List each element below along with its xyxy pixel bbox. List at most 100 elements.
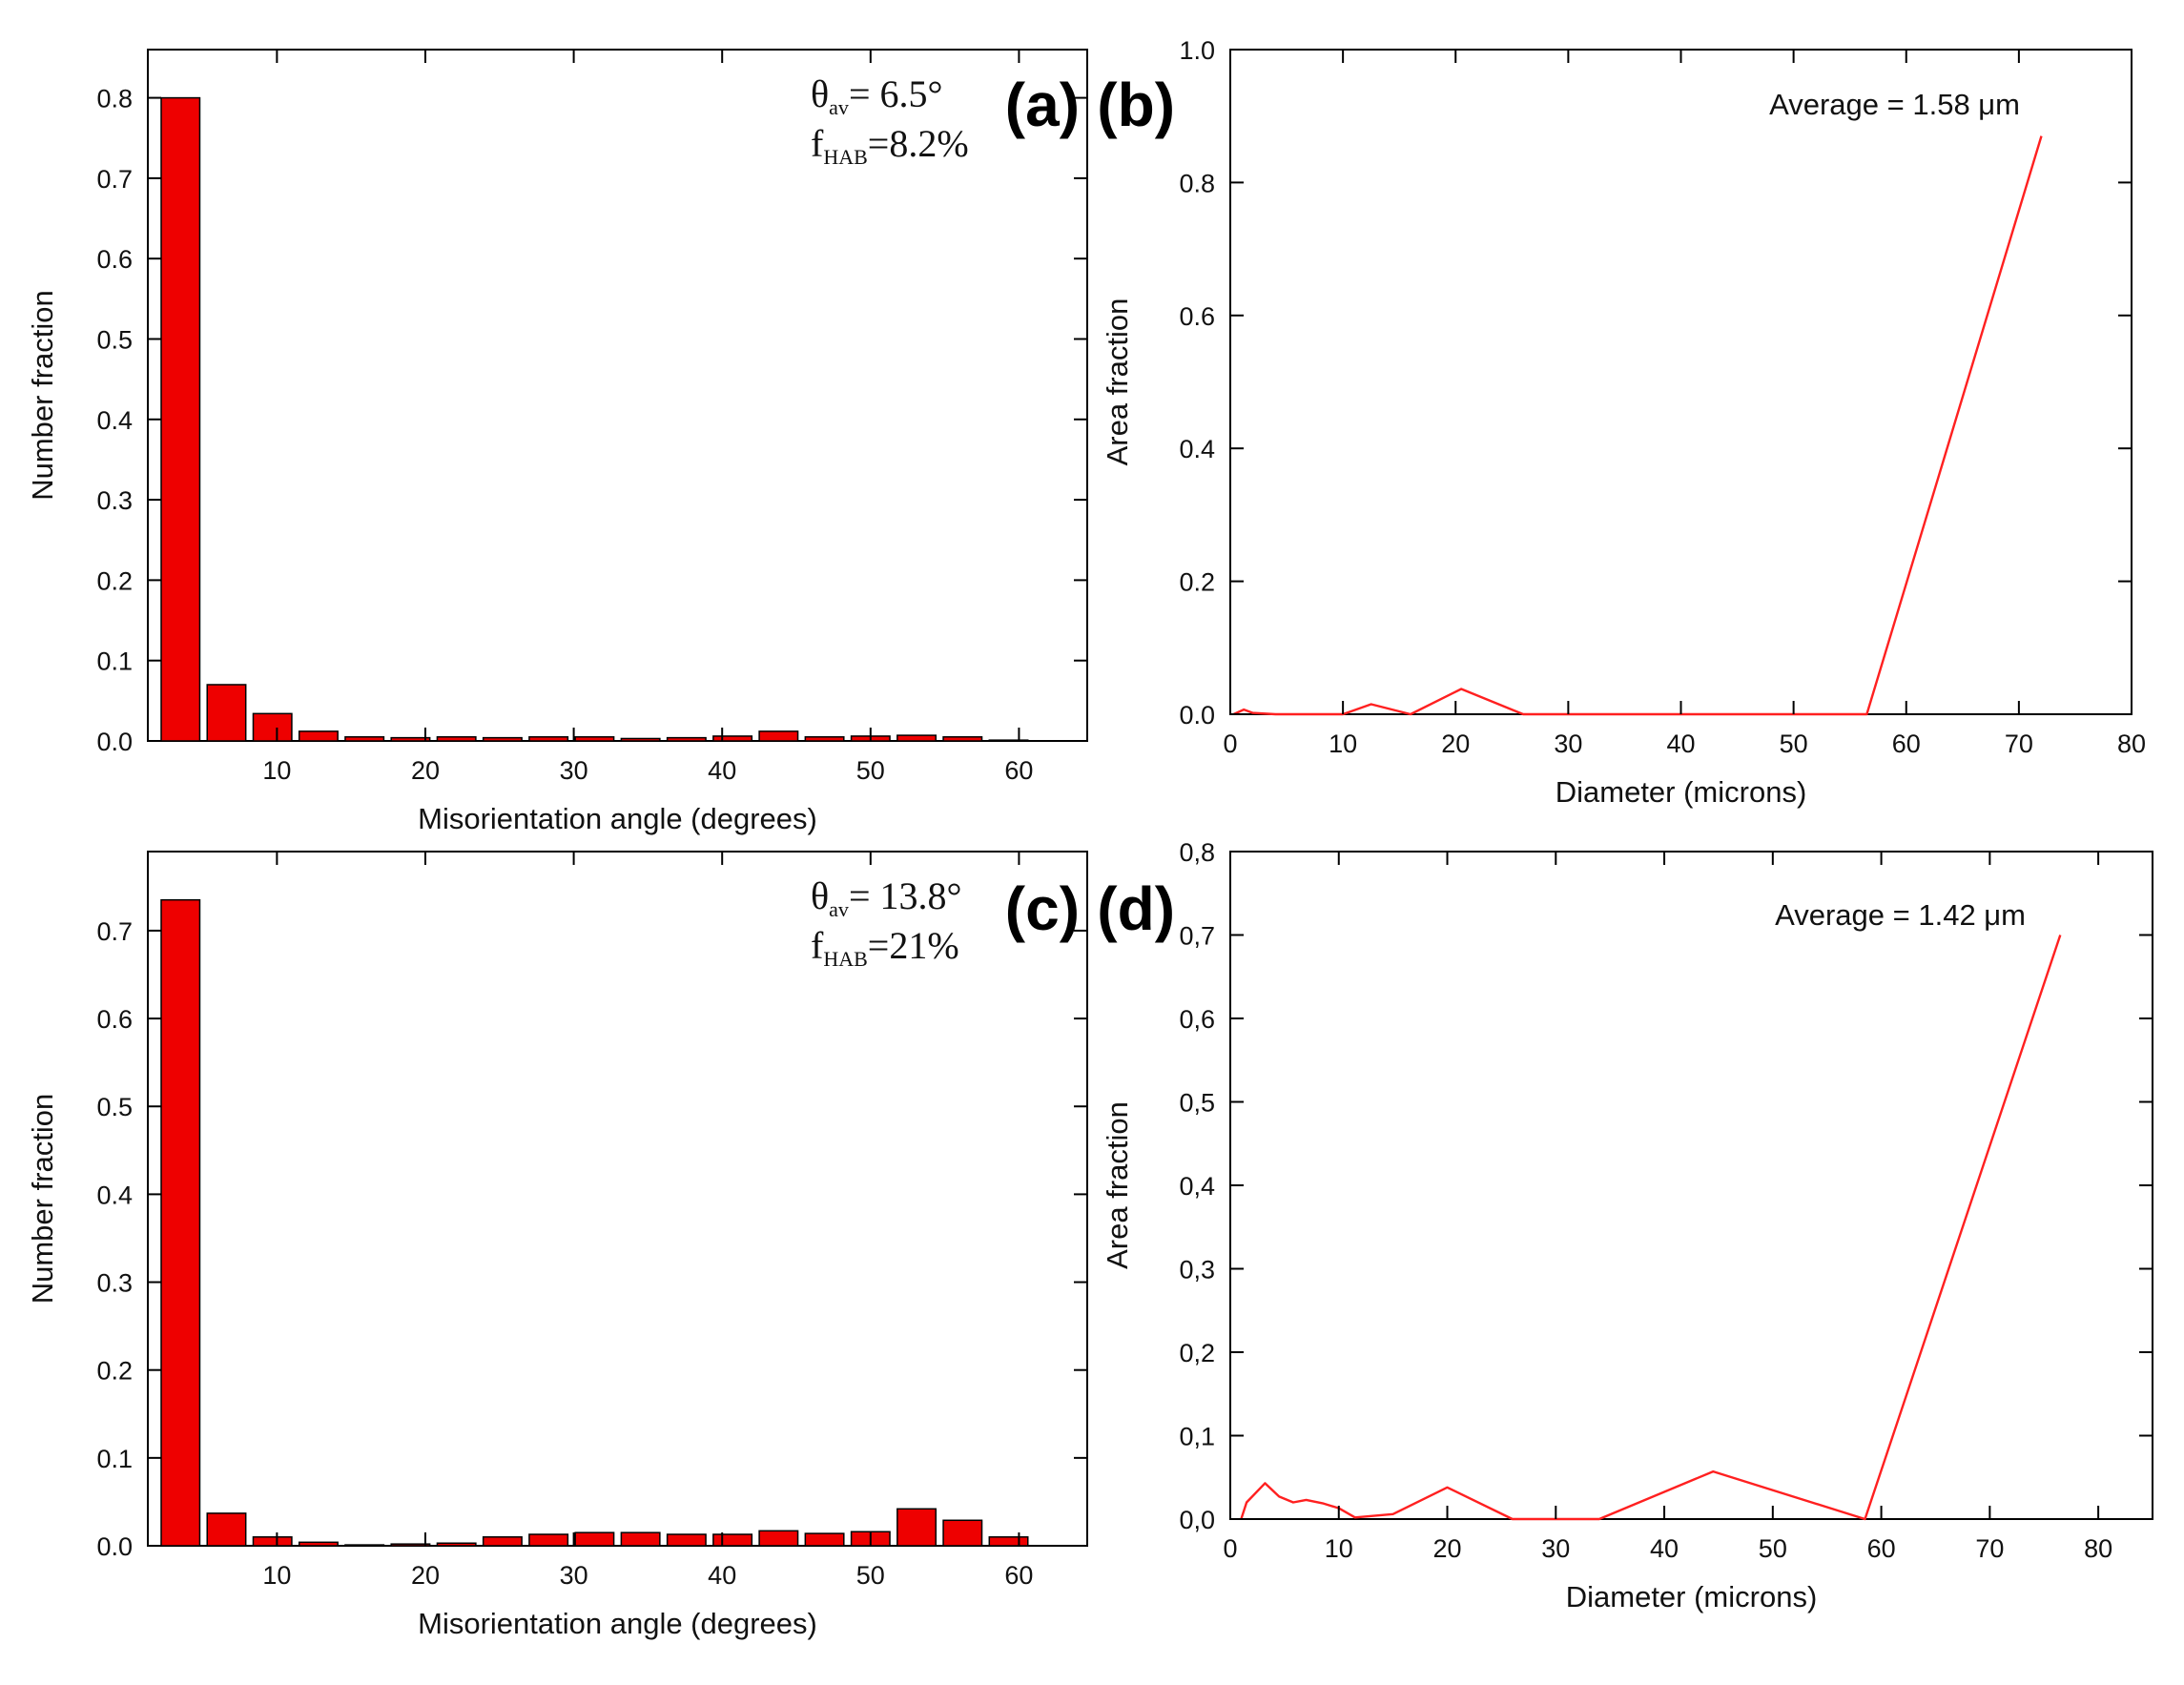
x-tick-label: 0 [1223,1534,1237,1563]
fhab-annotation: fHAB=21% [811,924,959,971]
y-tick-label: 0.4 [96,1181,133,1209]
y-tick-label: 0.8 [96,85,133,113]
y-tick-label: 0,3 [1179,1256,1215,1284]
fhab-subscript: HAB [823,947,867,971]
bar [896,1508,937,1547]
bar [160,96,201,742]
fhab-annotation: fHAB=8.2% [811,122,969,169]
theta-subscript: av [829,897,849,921]
fhab-symbol: f [811,924,824,967]
bar [482,736,523,742]
bar [344,1544,385,1547]
y-tick-label: 0,4 [1179,1172,1215,1201]
x-tick-label: 50 [856,756,885,785]
fhab-symbol: f [811,122,824,165]
y-tick-label: 1.0 [1179,36,1215,65]
series-line [1233,135,2043,716]
theta-value: = 6.5° [849,72,943,115]
y-tick-label: 0,1 [1179,1423,1215,1451]
x-tick-label: 80 [2084,1534,2112,1563]
x-axis-title: Diameter (microns) [1556,775,1807,809]
x-tick-label: 30 [1541,1534,1570,1563]
theta-value: = 13.8° [849,874,962,917]
panel-a: 10 20 30 40 50 60 0.0 0.1 0.2 0.3 0.4 0.5 0.6 0.7 0.8 M… [26,49,1088,835]
x-tick-label: 20 [1441,729,1470,758]
x-tick-label: 60 [1004,1561,1033,1590]
bar [666,736,707,742]
bar [758,1530,799,1547]
bar [804,1532,845,1547]
series-line [1240,935,2062,1521]
y-tick-label: 0,6 [1179,1005,1215,1034]
bar [252,1536,293,1547]
y-tick-label: 0.3 [96,1269,133,1298]
average-annotation: Average = 1.58 μm [1769,88,2020,121]
x-axis-title: Diameter (microns) [1566,1580,1818,1613]
theta-annotation: θav= 6.5° [811,72,943,119]
y-tick-label: 0.0 [1179,701,1215,729]
bar [252,712,293,742]
bar [344,736,385,742]
x-axis-title: Misorientation angle (degrees) [418,802,817,835]
y-tick-label: 0.2 [1179,568,1215,597]
x-tick-label: 10 [262,756,291,785]
x-tick-label: 30 [560,1561,588,1590]
bar [896,734,937,742]
bar [436,1542,477,1547]
y-tick-label: 0.5 [96,325,133,354]
bar [666,1533,707,1547]
bar [298,1541,339,1547]
average-annotation: Average = 1.42 μm [1775,898,2026,932]
x-tick-label: 60 [1892,729,1921,758]
x-tick-label: 50 [856,1561,885,1590]
y-axis-title: Area fraction [1101,298,1134,466]
x-tick-label: 40 [708,756,736,785]
bar [574,1531,615,1547]
x-tick-label: 80 [2117,729,2146,758]
bar [298,730,339,742]
y-axis-title: Number fraction [26,290,59,501]
theta-symbol: θ [811,874,829,917]
bar [574,736,615,742]
fhab-value: =21% [868,924,959,967]
panel-d: 0 10 20 30 40 50 60 70 80 0,0 0,1 0,2 0,3 0,4 0,5 0,6 0,… [1097,838,2153,1613]
y-axis-title: Area fraction [1101,1101,1134,1269]
bar [804,736,845,742]
bar [390,736,431,742]
bar [758,730,799,742]
fhab-subscript: HAB [823,145,867,169]
y-tick-label: 0.0 [96,728,133,756]
panel-label: (c) [1005,874,1080,943]
y-tick-label: 0,8 [1179,838,1215,867]
x-tick-label: 70 [1975,1534,2004,1563]
bar [206,1512,247,1547]
x-tick-label: 10 [1325,1534,1353,1563]
panel-label: (a) [1005,71,1080,139]
y-tick-label: 0.1 [96,1445,133,1473]
panel-label: (b) [1097,71,1175,139]
x-tick-label: 10 [262,1561,291,1590]
y-tick-label: 0,7 [1179,922,1215,951]
plot-frame [147,851,1088,1547]
y-tick-label: 0.7 [96,917,133,946]
bar [712,735,753,742]
y-tick-label: 0,2 [1179,1339,1215,1367]
panel-c: 10 20 30 40 50 60 0.0 0.1 0.2 0.3 0.4 0.5 0.6 0.7 Miso… [26,851,1088,1640]
x-tick-label: 10 [1329,729,1357,758]
bar [988,739,1029,742]
bar [206,684,247,742]
plot-frame [1229,851,2153,1520]
bar [942,1519,983,1547]
x-tick-label: 70 [2005,729,2033,758]
bar [620,1531,661,1547]
y-tick-label: 0.0 [96,1532,133,1561]
x-tick-label: 40 [1650,1534,1679,1563]
y-tick-label: 0,5 [1179,1089,1215,1118]
y-tick-label: 0.3 [96,486,133,515]
y-tick-label: 0,0 [1179,1506,1215,1534]
y-tick-label: 0.2 [96,566,133,595]
bar [942,736,983,742]
y-tick-label: 0.6 [96,1005,133,1034]
x-tick-label: 40 [708,1561,736,1590]
